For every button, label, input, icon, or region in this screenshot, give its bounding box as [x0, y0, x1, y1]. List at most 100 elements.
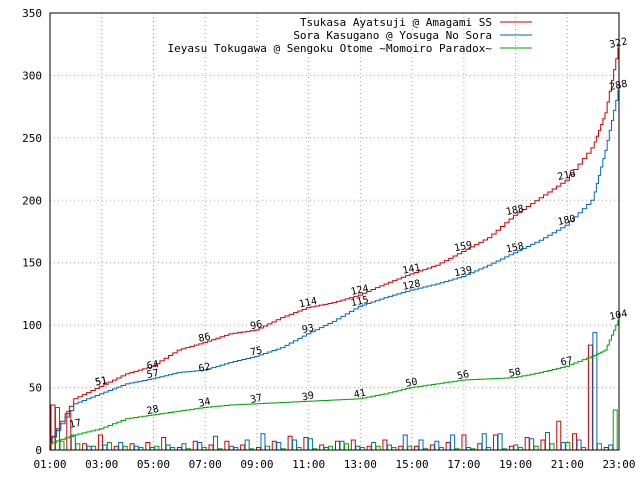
point-label: 128	[402, 278, 422, 293]
point-label: 28	[146, 404, 160, 417]
bar	[556, 420, 562, 451]
point-label: 39	[301, 390, 315, 403]
bar	[91, 445, 97, 451]
y-tick-label: 200	[22, 194, 42, 207]
x-tick-label: 17:00	[447, 458, 480, 471]
bar	[402, 434, 408, 451]
bars	[50, 332, 618, 451]
x-tick-label: 05:00	[137, 458, 170, 471]
bar	[213, 435, 219, 451]
point-label: 62	[198, 362, 212, 375]
bar	[375, 445, 381, 451]
bar	[497, 433, 503, 451]
bar	[549, 443, 555, 451]
point-label: 141	[402, 262, 422, 277]
legend-label: Ieyasu Tokugawa @ Sengoku Otome ~Momoiro…	[167, 42, 492, 55]
bar	[587, 344, 593, 451]
bar	[477, 443, 483, 451]
legend-label: Sora Kasugano @ Yosuga No Sora	[293, 29, 492, 42]
bar	[122, 445, 128, 451]
point-label: 56	[456, 369, 470, 382]
bar	[145, 442, 151, 451]
bar	[82, 443, 88, 451]
y-tick-label: 300	[22, 69, 42, 82]
bar	[596, 443, 602, 451]
bar	[544, 432, 550, 451]
point-label: 115	[350, 295, 370, 310]
y-tick-label: 250	[22, 132, 42, 145]
point-label: 58	[508, 367, 522, 380]
bar	[303, 437, 309, 451]
point-label: 50	[405, 376, 419, 389]
point-label: 124	[350, 283, 370, 298]
bar	[118, 442, 124, 451]
bar	[572, 433, 578, 451]
bar	[382, 439, 388, 451]
bar	[86, 445, 92, 451]
bar	[540, 439, 546, 451]
bar	[398, 445, 404, 451]
point-label: 51	[94, 375, 108, 388]
point-label: 180	[557, 214, 577, 229]
bar	[276, 442, 282, 451]
bar	[560, 442, 566, 451]
lines	[50, 47, 619, 445]
bar	[350, 439, 356, 451]
point-label: 51	[94, 375, 108, 388]
point-label: 75	[249, 345, 263, 358]
bar	[70, 434, 76, 451]
bar	[224, 440, 230, 451]
bar	[134, 445, 140, 451]
point-label: 41	[353, 388, 367, 401]
bar	[533, 445, 539, 451]
bar	[414, 445, 420, 451]
bar	[208, 444, 214, 451]
point-label: 57	[146, 368, 160, 381]
point-label: 139	[453, 265, 473, 280]
bar	[271, 440, 277, 451]
bar	[102, 444, 108, 451]
point-label: 17	[68, 418, 82, 431]
series-line	[50, 89, 619, 445]
bar	[181, 443, 187, 451]
point-label: 104	[609, 308, 629, 323]
bar	[450, 434, 456, 451]
y-tick-label: 50	[29, 382, 42, 395]
point-label: 93	[301, 323, 315, 336]
point-label: 159	[453, 240, 473, 255]
point-label: 86	[198, 332, 212, 345]
grid	[49, 12, 620, 451]
bar	[565, 442, 571, 451]
bar	[418, 439, 424, 451]
x-tick-label: 11:00	[292, 458, 325, 471]
bar	[264, 445, 270, 451]
bar	[59, 440, 65, 451]
bar	[386, 444, 392, 451]
bar	[161, 437, 167, 451]
bar	[355, 445, 361, 451]
point-label: 114	[298, 296, 318, 311]
bar	[328, 445, 334, 451]
point-label: 288	[609, 79, 629, 94]
bar	[228, 445, 234, 451]
point-label: 216	[557, 169, 577, 184]
bar	[240, 444, 246, 451]
bar	[165, 444, 171, 451]
x-tick-label: 07:00	[189, 458, 222, 471]
point-label: 322	[609, 36, 629, 51]
bar	[113, 445, 119, 451]
bar	[366, 445, 372, 451]
bar	[371, 442, 377, 451]
bar	[154, 445, 160, 451]
y-tick-label: 150	[22, 257, 42, 270]
point-label: 64	[146, 359, 160, 372]
bar	[612, 409, 618, 451]
y-tick-label: 100	[22, 319, 42, 332]
x-tick-label: 21:00	[551, 458, 584, 471]
bar	[608, 444, 614, 451]
bar	[445, 442, 451, 451]
bar	[481, 433, 487, 451]
bar	[339, 440, 345, 451]
